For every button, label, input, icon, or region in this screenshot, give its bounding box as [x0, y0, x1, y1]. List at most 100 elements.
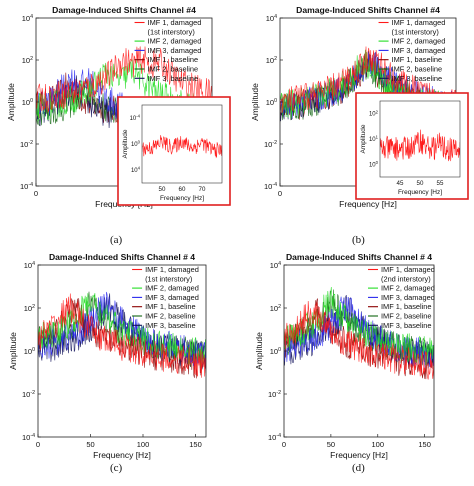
legend-entry: IMF 3, damaged	[381, 293, 435, 302]
y-tick-label: 102	[270, 304, 281, 313]
chart-title: Damage-Induced Shifts Channel # 4	[49, 252, 195, 262]
inset-series-line	[380, 129, 460, 162]
series-line-3	[38, 291, 206, 367]
series-line-1	[284, 300, 434, 380]
legend-entry: IMF 1, damaged	[381, 265, 435, 274]
inset-border	[117, 96, 231, 206]
inset-y-tick-label: 100	[369, 160, 379, 168]
y-tick-label: 10-2	[264, 140, 277, 149]
panel-letter-c: (c)	[110, 462, 123, 474]
x-tick-label: 0	[282, 440, 286, 449]
legend-entry: IMF 3, baseline	[392, 74, 443, 83]
legend-entry: IMF 2, baseline	[145, 312, 196, 321]
y-tick-label: 10-4	[264, 182, 277, 191]
chart-panel-0: Damage-Induced Shifts Channel #4 10-4 10-2…	[6, 5, 231, 209]
y-tick-label: 10-4	[22, 433, 35, 442]
y-tick-label: 100	[266, 98, 277, 107]
legend-entry: IMF 1, baseline	[148, 55, 199, 64]
inset-series-line	[142, 135, 222, 159]
chart-title: Damage-Induced Shifts Channel # 4	[286, 252, 432, 262]
x-tick-label: 100	[137, 440, 150, 449]
x-axis-label: Frequency [Hz]	[330, 450, 388, 460]
series-line-2	[284, 286, 434, 366]
legend-entry: IMF 3, baseline	[381, 321, 432, 330]
legend-entry: IMF 1, damaged	[145, 265, 199, 274]
panel-letter-d: (d)	[352, 462, 365, 474]
y-tick-label: 104	[22, 14, 33, 23]
legend-entry: IMF 2, baseline	[392, 65, 443, 74]
chart-title: Damage-Induced Shifts Channel #4	[52, 5, 196, 15]
y-tick-label: 10-2	[20, 140, 33, 149]
series-line-1	[280, 46, 456, 117]
inset-x-tick-label: 50	[417, 180, 424, 187]
y-axis-label: Amplitude	[8, 332, 18, 370]
inset-frame	[379, 100, 461, 178]
legend-entry: (2nd interstory)	[381, 274, 431, 283]
legend-entry: IMF 3, damaged	[148, 46, 202, 55]
inset-y-tick-label: 104	[131, 166, 141, 174]
inset-frame	[141, 104, 223, 184]
y-tick-label: 104	[266, 14, 277, 23]
legend-entry: IMF 2, baseline	[381, 312, 432, 321]
x-tick-label: 150	[418, 440, 431, 449]
x-tick-label: 0	[36, 440, 40, 449]
inset-y-axis-label: Amplitude	[122, 129, 129, 158]
inset-y-tick-label: 101	[369, 135, 379, 143]
x-axis-label: Frequency [Hz]	[339, 199, 397, 209]
y-tick-label: 100	[270, 347, 281, 356]
chart-panel-3: Damage-Induced Shifts Channel # 4 10-4 10-…	[254, 252, 435, 460]
y-axis-label: Amplitude	[6, 83, 16, 121]
legend-entry: IMF 3, damaged	[145, 293, 199, 302]
chart-panel-2: Damage-Induced Shifts Channel # 4 10-4 10-…	[8, 252, 207, 460]
inset-x-tick-label: 50	[159, 186, 166, 193]
inset-x-axis-label: Frequency [Hz]	[160, 195, 204, 202]
x-tick-label: 100	[371, 440, 384, 449]
y-tick-label: 100	[24, 347, 35, 356]
inset-panel: 45 50 55 102 101 100 Frequency [Hz] Amplitude	[355, 92, 469, 200]
inset-x-tick-label: 60	[179, 186, 186, 193]
legend-entry: (1st interstory)	[145, 274, 192, 283]
plot-area	[284, 286, 434, 380]
inset-y-tick-label: 100	[131, 140, 141, 148]
y-tick-label: 100	[22, 98, 33, 107]
y-tick-label: 10-4	[268, 433, 281, 442]
y-axis-label: Amplitude	[254, 332, 264, 370]
legend-entry: IMF 3, damaged	[392, 46, 446, 55]
y-tick-label: 10-4	[20, 182, 33, 191]
legend-entry: (1st interstory)	[392, 27, 439, 36]
legend-entry: IMF 3, baseline	[145, 321, 196, 330]
legend-entry: IMF 2, damaged	[145, 284, 199, 293]
series-line-1	[38, 293, 206, 378]
legend-entry: IMF 2, damaged	[381, 284, 435, 293]
x-tick-label: 0	[278, 189, 282, 198]
legend-entry: IMF 2, damaged	[148, 37, 202, 46]
legend-entry: IMF 2, damaged	[392, 37, 446, 46]
inset-x-axis-label: Frequency [Hz]	[398, 189, 442, 196]
y-tick-label: 102	[22, 56, 33, 65]
legend-entry: IMF 1, baseline	[145, 302, 196, 311]
x-tick-label: 0	[34, 189, 38, 198]
plot-area	[38, 291, 206, 379]
x-tick-label: 50	[86, 440, 94, 449]
legend-entry: IMF 2, baseline	[148, 65, 199, 74]
legend-entry: IMF 1, damaged	[392, 18, 446, 27]
inset-x-tick-label: 45	[397, 180, 404, 187]
x-tick-label: 150	[189, 440, 202, 449]
panel-letter-a: (a)	[110, 234, 123, 246]
legend-entry: (1st interstory)	[148, 27, 195, 36]
x-axis-label: Frequency [Hz]	[93, 450, 151, 460]
y-tick-label: 102	[24, 304, 35, 313]
y-tick-label: 10-2	[22, 390, 35, 399]
legend-entry: IMF 1, baseline	[392, 55, 443, 64]
panel-letter-b: (b)	[352, 234, 365, 246]
inset-y-tick-label: 102	[369, 109, 379, 117]
inset-y-axis-label: Amplitude	[360, 124, 367, 153]
inset-x-tick-label: 55	[437, 180, 444, 187]
series-line-1	[36, 46, 212, 113]
y-tick-label: 102	[266, 56, 277, 65]
y-axis-label: Amplitude	[250, 83, 260, 121]
y-tick-label: 104	[270, 261, 281, 270]
y-tick-label: 10-2	[268, 390, 281, 399]
y-tick-label: 104	[24, 261, 35, 270]
